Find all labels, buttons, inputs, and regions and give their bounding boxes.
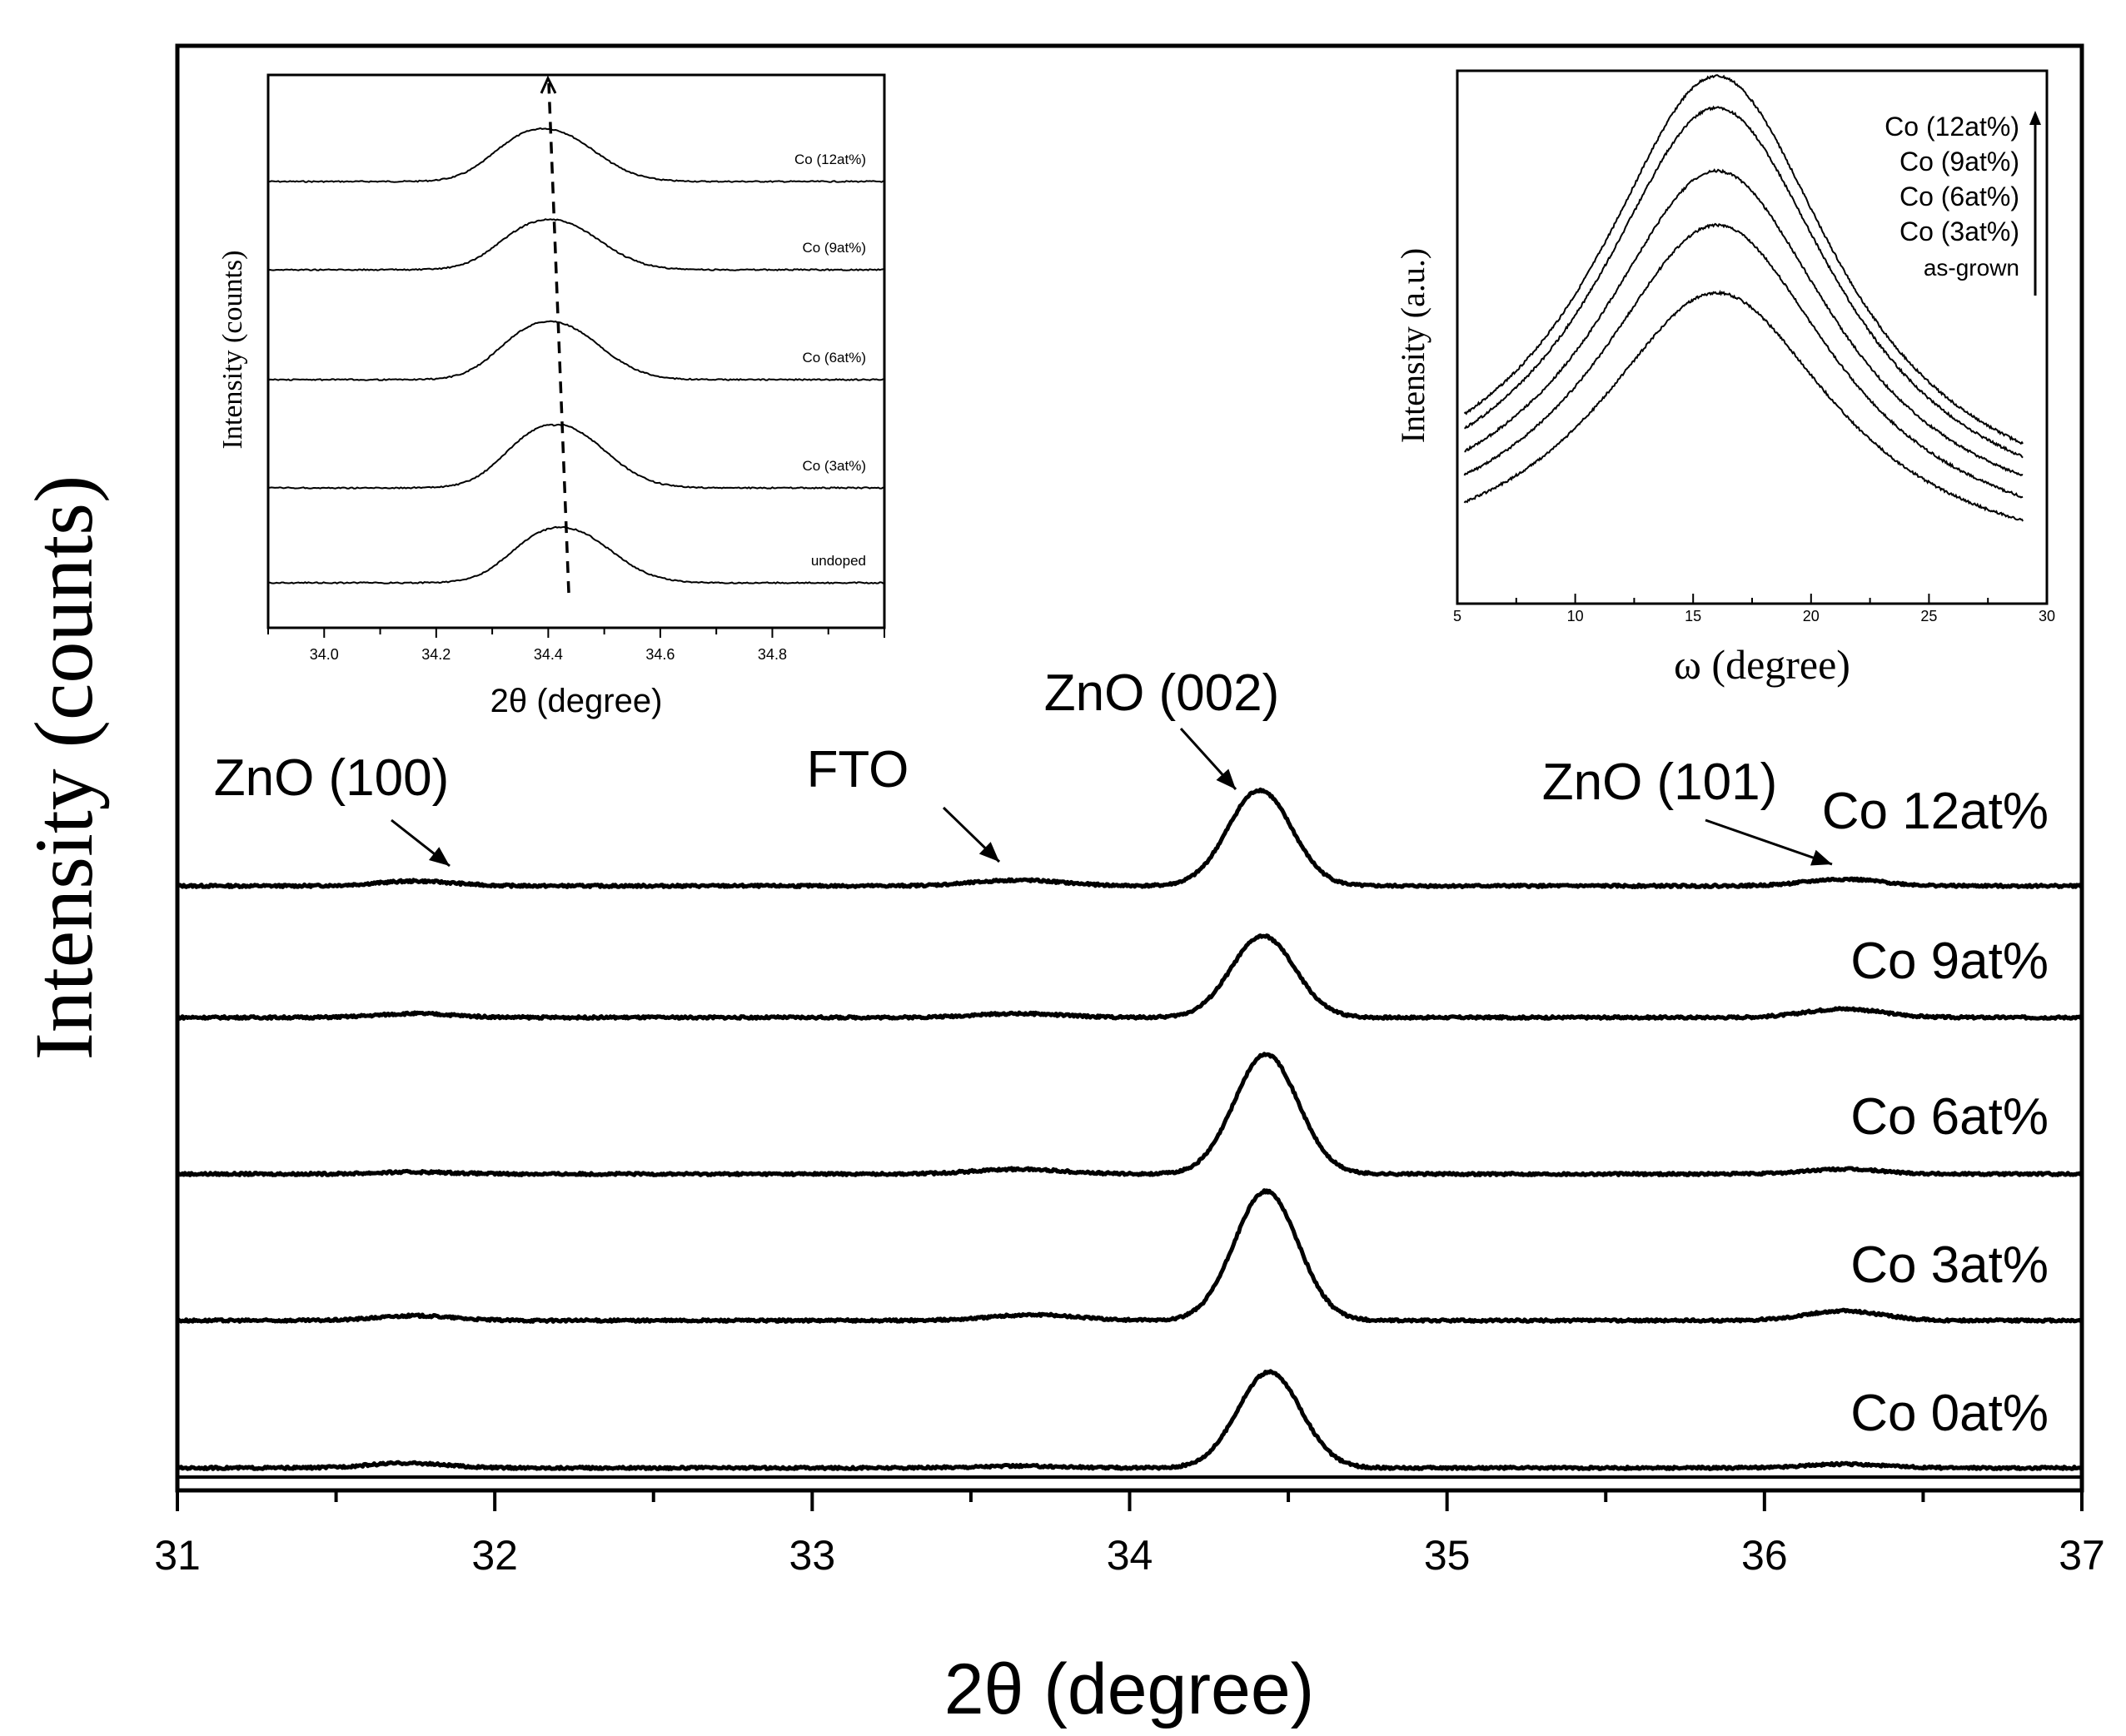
- inset-right-series-line-co-12at: [1463, 74, 2024, 445]
- inset-right-x-tick-labels: 5 10 15 20 25 30: [1453, 608, 2055, 624]
- inset-right-x-ticks: [1456, 594, 2048, 604]
- legend-order-arrow: [2029, 111, 2041, 296]
- inset-right-legend-entry-as-grown: as-grown: [1924, 255, 2019, 281]
- inset-right-series-line-co-3at: [1463, 222, 2024, 499]
- series-label-co-12at: Co 12at%: [1822, 783, 2049, 840]
- inset-left-series-group: [267, 127, 884, 584]
- main-series-labels: Co 12at% Co 9at% Co 6at% Co 3at% Co 0at%: [1822, 783, 2049, 1442]
- main-x-tick-labels: 31 32 33 34 35 36 37: [154, 1532, 2105, 1579]
- inset-left-series-line-co-12at: [267, 127, 884, 183]
- series-line-co-6at: [176, 1052, 2083, 1177]
- inset-right-legend: Co (12at%) Co (9at%) Co (6at%) Co (3at%) as-…: [1885, 112, 2019, 281]
- annotation-arrowhead-icon: [429, 847, 450, 866]
- inset-left-x-tick-label: 34.4: [534, 646, 563, 663]
- main-x-tick-label: 37: [2059, 1532, 2105, 1579]
- main-x-tick-label: 34: [1107, 1532, 1153, 1579]
- inset-left-chart: 34.0 34.2 34.4 34.6 34.8 Co (12at%) Co (9at%)…: [217, 73, 886, 719]
- series-label-co-6at: Co 6at%: [1850, 1088, 2049, 1146]
- inset-right-x-tick-label: 15: [1685, 608, 1701, 624]
- inset-left-frame: [266, 73, 886, 629]
- inset-left-x-tick-label: 34.8: [758, 646, 787, 663]
- series-label-co-9at: Co 9at%: [1850, 933, 2049, 990]
- main-chart: 31 32 33 34 35 36 37 Co 12at%Co 9at%Co 6at%Co …: [17, 43, 2105, 1729]
- inset-left-x-ticks: [267, 628, 885, 638]
- inset-right-x-axis-label: ω (degree): [1674, 641, 1850, 688]
- annotation-arrow-line: [1705, 818, 1833, 866]
- inset-right-legend-entry-co-3at: Co (3at%): [1899, 216, 2019, 246]
- inset-left-series-label-undoped: undoped: [811, 553, 866, 569]
- series-line-co-0at: [175, 1369, 2083, 1471]
- inset-left-series-line-co-3at: [267, 423, 884, 490]
- annotation-zno-101: ZnO (101): [1542, 754, 1778, 811]
- inset-right-x-tick-label: 10: [1567, 608, 1584, 624]
- series-line-co-3at: [176, 1188, 2084, 1324]
- inset-left-series-label-co-3at: Co (3at%): [802, 458, 866, 474]
- annotation-arrowhead-icon: [978, 842, 999, 862]
- main-x-tick-label: 31: [154, 1532, 201, 1579]
- series-line-co-12at: [177, 787, 2084, 889]
- main-y-axis-label: Intensity (counts): [17, 475, 110, 1061]
- inset-left-x-tick-labels: 34.0 34.2 34.4 34.6 34.8: [310, 646, 787, 663]
- inset-right-x-tick-label: 5: [1453, 608, 1461, 624]
- series-label-co-0at: Co 0at%: [1850, 1385, 2049, 1442]
- inset-right-legend-entry-co-12at: Co (12at%): [1885, 112, 2019, 142]
- inset-right-x-tick-label: 20: [1803, 608, 1820, 624]
- inset-right-series-line-as-grown: [1463, 290, 2024, 522]
- inset-left-x-tick-label: 34.2: [421, 646, 451, 663]
- annotation-arrowhead-icon: [1810, 849, 1832, 866]
- inset-left-x-tick-label: 34.6: [645, 646, 675, 663]
- main-series-group: [175, 787, 2084, 1471]
- inset-right-series-group: [1463, 74, 2024, 522]
- main-x-tick-label: 36: [1741, 1532, 1788, 1579]
- annotation-arrowhead-icon: [1216, 769, 1236, 789]
- inset-left-series-label-co-12at: Co (12at%): [794, 152, 866, 167]
- inset-right-series-line-co-9at: [1464, 105, 2024, 459]
- inset-left-series-line-co-9at: [267, 218, 884, 271]
- peak-shift-dashed-line: [547, 82, 570, 594]
- inset-right-y-axis-label: Intensity (a.u.): [1394, 248, 1431, 443]
- main-x-axis-label: 2θ (degree): [944, 1649, 1315, 1729]
- inset-left-series-line-co-6at: [267, 320, 884, 381]
- inset-right-chart: 5 10 15 20 25 30 Co (12at%) Co (9at%) Co (6at%)…: [1394, 69, 2055, 688]
- inset-right-legend-entry-co-9at: Co (9at%): [1899, 147, 2019, 177]
- peak-shift-arrow: [540, 75, 570, 594]
- annotation-zno-100: ZnO (100): [214, 749, 450, 807]
- annotation-fto: FTO: [807, 741, 909, 798]
- main-x-tick-label: 33: [789, 1532, 836, 1579]
- inset-right-x-tick-label: 30: [2039, 608, 2055, 624]
- series-line-co-9at: [177, 933, 2084, 1021]
- legend-order-arrowhead-icon: [2029, 111, 2041, 125]
- inset-right-frame: [1456, 69, 2049, 605]
- peak-shift-arrowhead-icon: [540, 75, 557, 94]
- inset-left-series-label-co-6at: Co (6at%): [802, 350, 866, 366]
- inset-right-x-tick-label: 25: [1920, 608, 1937, 624]
- main-x-tick-label: 35: [1424, 1532, 1471, 1579]
- inset-right-legend-entry-co-6at: Co (6at%): [1899, 182, 2019, 211]
- inset-left-y-axis-label: Intensity (counts): [217, 251, 248, 450]
- inset-left-x-tick-label: 34.0: [310, 646, 339, 663]
- inset-left-series-labels: Co (12at%) Co (9at%) Co (6at%) Co (3at%) und…: [794, 152, 866, 569]
- inset-left-x-axis-label: 2θ (degree): [490, 683, 663, 719]
- series-label-co-3at: Co 3at%: [1850, 1236, 2049, 1294]
- inset-left-series-line-undoped: [267, 525, 884, 584]
- annotation-zno-002: ZnO (002): [1044, 664, 1280, 722]
- main-x-tick-label: 32: [471, 1532, 518, 1579]
- inset-left-series-label-co-9at: Co (9at%): [802, 240, 866, 256]
- main-peak-annotations: ZnO (100) FTO ZnO (002) ZnO (101): [214, 664, 1833, 868]
- main-x-ticks: [176, 1490, 2084, 1511]
- inset-right-series-line-co-6at: [1464, 168, 2024, 477]
